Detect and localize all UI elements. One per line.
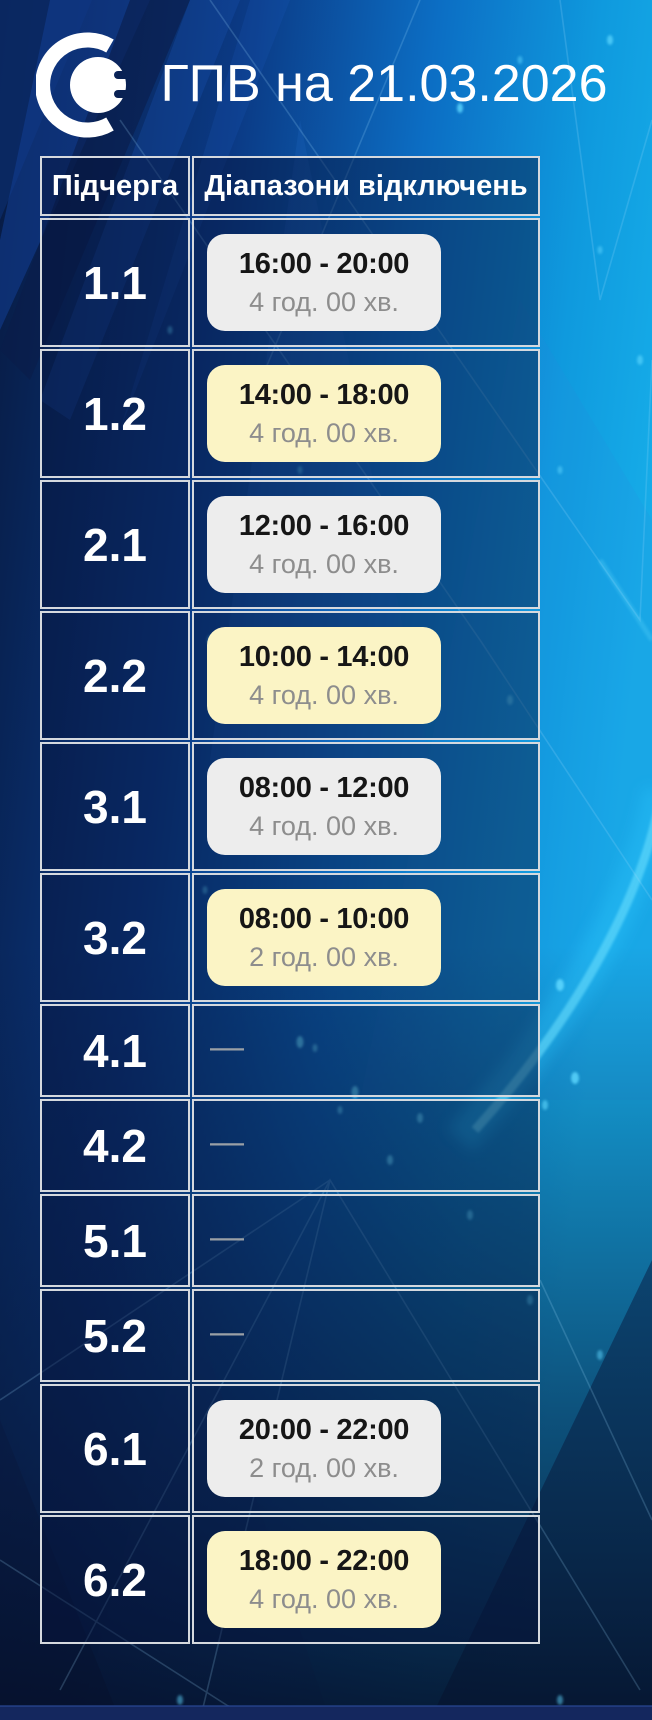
outage-duration: 2 год. 00 хв. [249,1453,399,1483]
outage-time-range: 14:00 - 18:00 [238,379,410,411]
outage-time-range: 18:00 - 22:00 [238,1545,410,1577]
range-cell: 08:00 - 10:00 2 год. 00 хв. [192,873,540,1002]
range-cell: — [192,1194,540,1287]
outage-time-range: 08:00 - 10:00 [238,903,410,935]
outage-range-pill: 18:00 - 22:00 4 год. 00 хв. [207,1531,441,1628]
no-outage-dash: — [210,1122,244,1161]
outage-time-range: 12:00 - 16:00 [238,510,410,542]
no-outage-dash: — [210,1217,244,1256]
queue-label: 6.1 [83,1422,147,1475]
queue-cell: 2.2 [40,611,190,740]
queue-label: 1.2 [83,387,147,440]
queue-cell: 4.2 [40,1099,190,1192]
queue-cell: 6.2 [40,1515,190,1644]
queue-label: 3.1 [83,780,147,833]
queue-label: 1.1 [83,256,147,309]
outage-range-pill: 08:00 - 12:00 4 год. 00 хв. [207,758,441,855]
page-title: ГПВ на 21.03.2026 [160,55,608,113]
outage-duration: 2 год. 00 хв. [249,942,399,972]
queue-cell: 5.2 [40,1289,190,1382]
range-cell: 18:00 - 22:00 4 год. 00 хв. [192,1515,540,1644]
range-cell: 12:00 - 16:00 4 год. 00 хв. [192,480,540,609]
outage-range-pill: 10:00 - 14:00 4 год. 00 хв. [207,627,441,724]
no-outage-dash: — [210,1312,244,1351]
range-cell: 20:00 - 22:00 2 год. 00 хв. [192,1384,540,1513]
outage-duration: 4 год. 00 хв. [249,418,399,448]
queue-cell: 3.2 [40,873,190,1002]
range-cell: 14:00 - 18:00 4 год. 00 хв. [192,349,540,478]
queue-label: 5.2 [83,1309,147,1362]
outage-duration: 4 год. 00 хв. [249,811,399,841]
queue-cell: 5.1 [40,1194,190,1287]
range-cell: 10:00 - 14:00 4 год. 00 хв. [192,611,540,740]
range-cell: — [192,1004,540,1097]
outage-time-range: 20:00 - 22:00 [238,1414,410,1446]
queue-cell: 3.1 [40,742,190,871]
queue-cell: 1.1 [40,218,190,347]
queue-label: 3.2 [83,911,147,964]
outage-time-range: 08:00 - 12:00 [238,772,410,804]
outage-range-pill: 08:00 - 10:00 2 год. 00 хв. [207,889,441,986]
schedule-table: Підчерга Діапазони відключень 1.1 16:00 … [40,156,540,1644]
range-cell: — [192,1099,540,1192]
queue-cell: 4.1 [40,1004,190,1097]
outage-time-range: 10:00 - 14:00 [238,641,410,673]
queue-label: 2.1 [83,518,147,571]
range-cell: 16:00 - 20:00 4 год. 00 хв. [192,218,540,347]
outage-range-pill: 12:00 - 16:00 4 год. 00 хв. [207,496,441,593]
queue-cell: 6.1 [40,1384,190,1513]
outage-time-range: 16:00 - 20:00 [238,248,410,280]
no-outage-dash: — [210,1027,244,1066]
outage-duration: 4 год. 00 хв. [249,1584,399,1614]
outage-range-pill: 20:00 - 22:00 2 год. 00 хв. [207,1400,441,1497]
outage-range-pill: 14:00 - 18:00 4 год. 00 хв. [207,365,441,462]
range-cell: — [192,1289,540,1382]
outage-duration: 4 год. 00 хв. [249,287,399,317]
queue-cell: 1.2 [40,349,190,478]
outage-range-pill: 16:00 - 20:00 4 год. 00 хв. [207,234,441,331]
range-cell: 08:00 - 12:00 4 год. 00 хв. [192,742,540,871]
queue-label: 2.2 [83,649,147,702]
queue-label: 5.1 [83,1214,147,1267]
queue-label: 6.2 [83,1553,147,1606]
column-header-queue: Підчерга [40,156,190,216]
energy-company-logo [35,24,140,146]
queue-label: 4.2 [83,1119,147,1172]
queue-cell: 2.1 [40,480,190,609]
outage-duration: 4 год. 00 хв. [249,549,399,579]
column-header-ranges: Діапазони відключень [192,156,540,216]
plug-crescent-logo-icon [35,32,126,138]
outage-duration: 4 год. 00 хв. [249,680,399,710]
queue-label: 4.1 [83,1024,147,1077]
